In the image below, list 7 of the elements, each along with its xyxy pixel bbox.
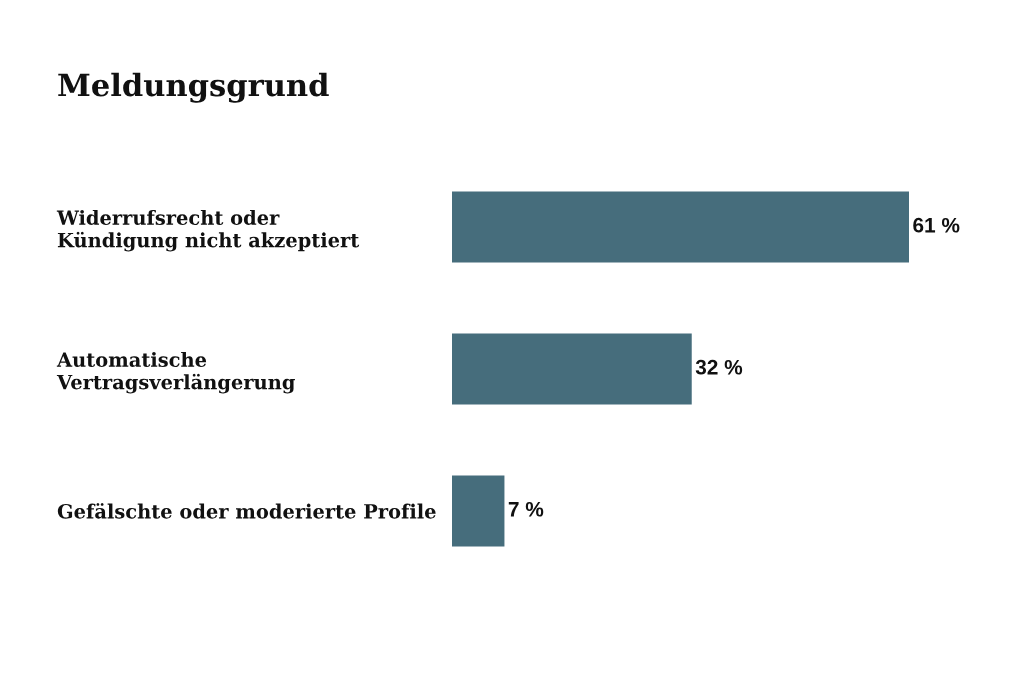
data-label: 61 %: [913, 217, 960, 233]
data-label: 32 %: [695, 359, 743, 375]
y-tick-label: Widerrufsrecht oder Kündigung nicht akzeptiert: [56, 209, 360, 252]
y-tick-label: Gefälschte oder moderierte Profile: [57, 503, 436, 519]
text: Meldungsgrund: [58, 72, 329, 103]
data-label: 7 %: [508, 501, 544, 517]
y-tick-label: Automatische Vertragsverlängerung: [56, 351, 295, 394]
